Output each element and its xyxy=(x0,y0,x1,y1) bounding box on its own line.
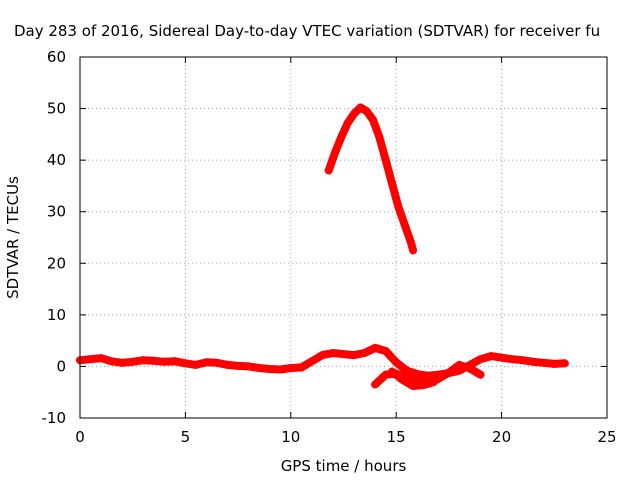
y-axis-label: SDTVAR / TECUs xyxy=(4,176,22,299)
data-point xyxy=(402,366,411,375)
chart-title: Day 283 of 2016, Sidereal Day-to-day VTE… xyxy=(14,22,600,40)
y-tick-label: 60 xyxy=(47,48,66,66)
data-point xyxy=(149,356,158,365)
data-point xyxy=(297,363,306,372)
data-point xyxy=(337,132,346,141)
data-point xyxy=(181,359,190,368)
x-tick-label: 20 xyxy=(492,428,511,446)
data-point xyxy=(400,220,409,229)
data-point xyxy=(118,358,127,367)
x-tick-label: 0 xyxy=(75,428,85,446)
y-tick-label: 10 xyxy=(47,306,66,324)
series-line xyxy=(324,103,418,255)
data-point xyxy=(223,360,232,369)
data-point xyxy=(350,351,359,360)
data-point xyxy=(550,359,559,368)
x-tick-label: 10 xyxy=(281,428,300,446)
data-point xyxy=(387,179,396,188)
data-marks xyxy=(76,103,569,391)
data-point xyxy=(508,355,517,364)
data-point xyxy=(234,361,243,370)
data-point xyxy=(339,350,348,359)
data-point xyxy=(381,370,390,379)
data-point xyxy=(343,119,352,128)
data-point xyxy=(381,346,390,355)
data-point xyxy=(213,358,222,367)
y-tick-label: 40 xyxy=(47,151,66,169)
data-point xyxy=(307,357,316,366)
x-tick-label: 15 xyxy=(387,428,406,446)
data-point xyxy=(518,356,527,365)
data-point xyxy=(409,382,418,391)
data-point xyxy=(381,156,390,165)
data-point xyxy=(328,349,337,358)
data-point xyxy=(406,238,415,247)
data-point xyxy=(487,352,496,361)
data-point xyxy=(331,148,340,157)
data-point xyxy=(392,358,401,367)
data-point xyxy=(360,349,369,358)
data-point xyxy=(362,107,371,116)
data-point xyxy=(529,357,538,366)
y-tick-label: 20 xyxy=(47,254,66,272)
data-point xyxy=(86,355,95,364)
y-tick-label: 30 xyxy=(47,203,66,221)
data-point xyxy=(170,357,179,366)
x-tick-label: 25 xyxy=(597,428,616,446)
data-point xyxy=(139,356,148,365)
data-point xyxy=(419,380,428,389)
data-point xyxy=(128,357,137,366)
x-tick-label: 5 xyxy=(181,428,191,446)
data-point xyxy=(371,343,380,352)
data-point xyxy=(375,132,384,141)
data-point xyxy=(409,246,418,255)
data-point xyxy=(350,109,359,118)
plot-frame xyxy=(79,56,608,419)
data-point xyxy=(465,364,474,373)
data-point xyxy=(202,358,211,367)
y-tick-label: -10 xyxy=(42,409,67,427)
data-point xyxy=(430,377,439,386)
axis-ticks: 0 5 10 15 20 25 -10 0 10 20 30 40 50 60 xyxy=(42,48,617,446)
data-point xyxy=(560,359,569,368)
y-tick-label: 0 xyxy=(56,357,66,375)
data-point xyxy=(371,380,380,389)
data-point xyxy=(423,371,432,380)
y-tick-label: 50 xyxy=(47,100,66,118)
data-point xyxy=(244,362,253,371)
data-point xyxy=(286,363,295,372)
data-point xyxy=(369,115,378,124)
data-point xyxy=(318,351,327,360)
data-point xyxy=(394,202,403,211)
data-point xyxy=(255,363,264,372)
x-axis-label: GPS time / hours xyxy=(281,457,407,475)
data-point xyxy=(107,357,116,366)
data-point xyxy=(160,357,169,366)
data-point xyxy=(398,375,407,384)
data-point xyxy=(476,370,485,379)
data-point xyxy=(276,365,285,374)
data-point xyxy=(444,368,453,377)
data-point xyxy=(539,358,548,367)
data-point xyxy=(356,103,365,112)
data-point xyxy=(413,370,422,379)
data-point xyxy=(191,360,200,369)
data-point xyxy=(324,166,333,175)
data-point xyxy=(387,367,396,376)
data-point xyxy=(497,353,506,362)
data-point xyxy=(265,365,274,374)
data-point xyxy=(455,360,464,369)
data-point xyxy=(97,354,106,363)
data-point xyxy=(476,355,485,364)
